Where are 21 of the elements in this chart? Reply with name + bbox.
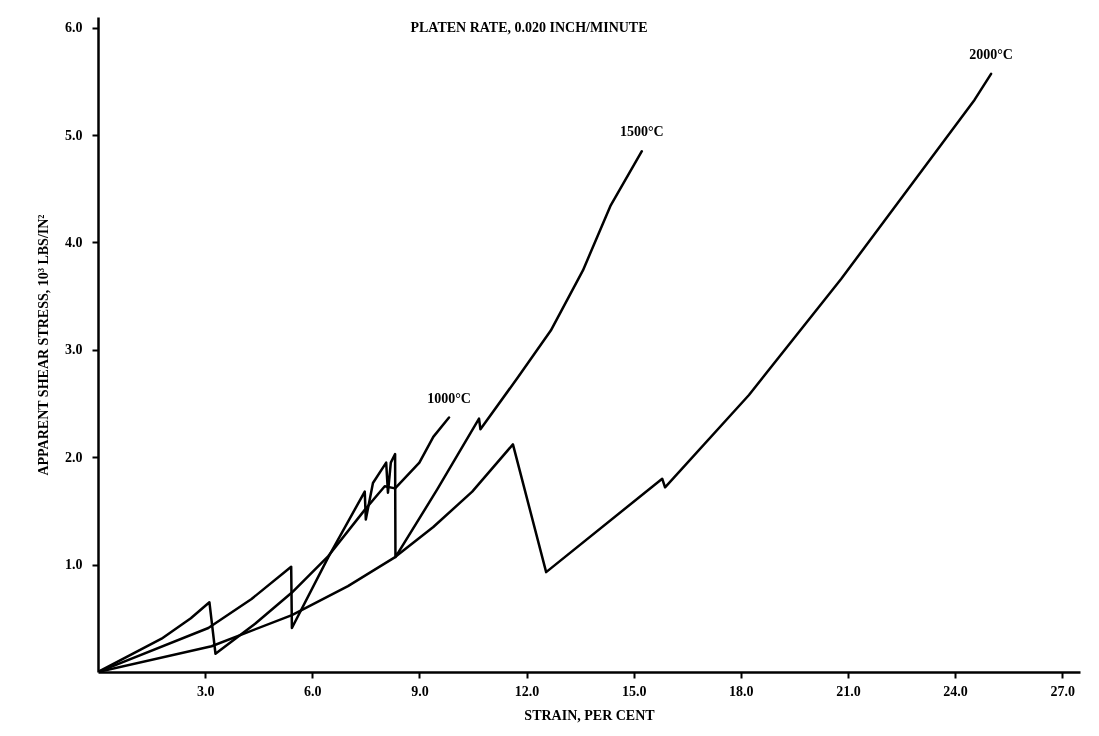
y-tick-label: 4.0	[65, 234, 83, 250]
x-tick-label: 9.0	[411, 683, 429, 699]
series-label: 1500°C	[619, 124, 664, 140]
x-tick-label: 18.0	[729, 683, 754, 699]
y-tick-label: 5.0	[65, 127, 83, 143]
series-label: 1000°C	[427, 390, 471, 406]
y-tick-label: 1.0	[65, 557, 83, 573]
chart-title: PLATEN RATE, 0.020 INCH/MINUTE	[410, 20, 648, 35]
x-tick-label: 24.0	[943, 683, 968, 699]
x-tick-label: 21.0	[836, 683, 861, 699]
y-tick-label: 6.0	[65, 20, 83, 36]
x-axis-title: STRAIN, PER CENT	[524, 707, 656, 723]
x-tick-label: 12.0	[514, 683, 540, 699]
x-tick-label: 3.0	[196, 683, 215, 699]
series-label: 2000°C	[969, 46, 1013, 62]
y-tick-label: 3.0	[65, 342, 83, 358]
x-tick-label: 27.0	[1050, 683, 1075, 699]
y-axis-title: APPARENT SHEAR STRESS, 10³ LBS/IN²	[36, 214, 51, 476]
y-tick-label: 2.0	[65, 449, 83, 465]
x-tick-label: 6.0	[304, 683, 322, 699]
x-tick-label: 15.0	[621, 683, 647, 699]
